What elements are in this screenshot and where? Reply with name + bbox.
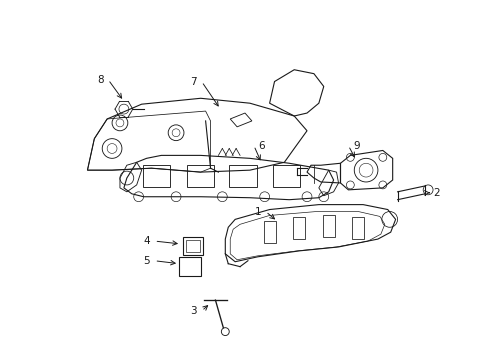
Bar	[185, 240, 199, 252]
Bar	[179, 257, 200, 276]
Text: 4: 4	[143, 236, 149, 246]
Text: 9: 9	[352, 140, 359, 150]
Text: 5: 5	[143, 256, 149, 266]
Text: 8: 8	[97, 75, 103, 85]
Text: 1: 1	[254, 207, 261, 216]
Text: 6: 6	[258, 140, 264, 150]
Text: 3: 3	[190, 306, 197, 316]
Text: 2: 2	[433, 188, 439, 198]
Bar	[183, 237, 202, 255]
Text: 7: 7	[190, 77, 197, 86]
